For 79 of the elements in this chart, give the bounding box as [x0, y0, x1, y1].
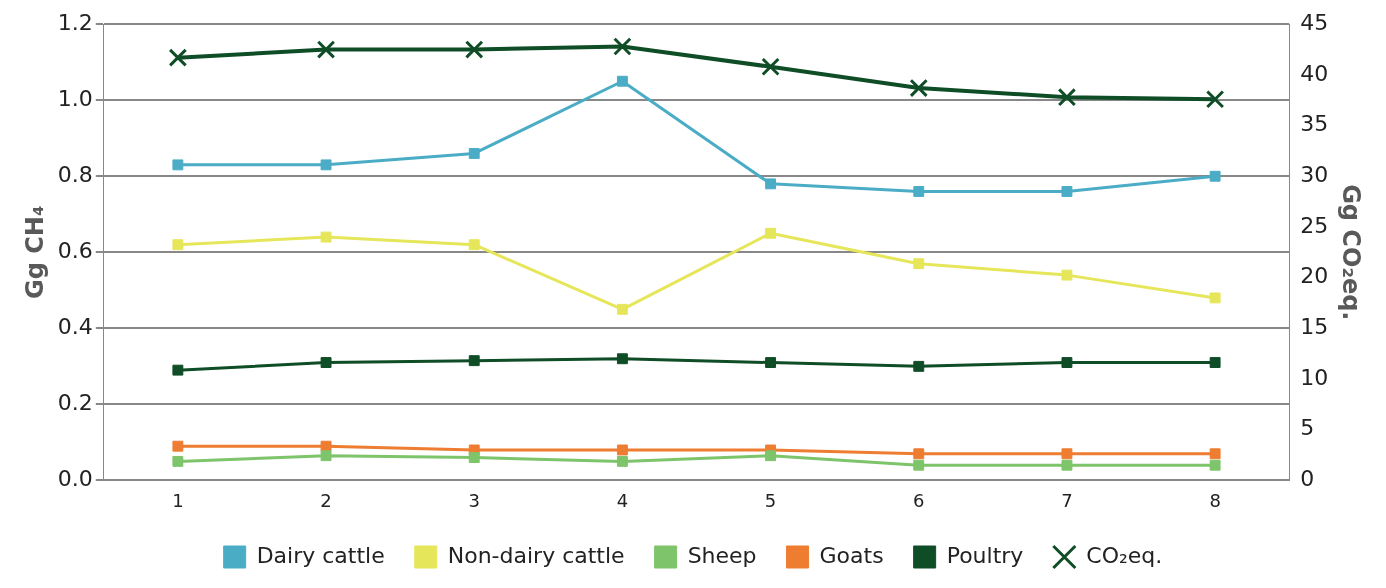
x-tick-label: 2	[320, 489, 332, 511]
point	[616, 455, 628, 467]
y-tick-label: 1.2	[57, 9, 93, 35]
point	[468, 239, 480, 251]
y2-tick-label: 30	[1300, 161, 1329, 187]
point	[1205, 89, 1225, 109]
point	[320, 231, 332, 243]
legend-label: CO₂eq.	[1086, 542, 1163, 568]
point	[1209, 170, 1221, 182]
point	[172, 455, 184, 467]
point	[1061, 269, 1073, 281]
point	[468, 355, 480, 367]
point	[1061, 448, 1073, 460]
point	[616, 75, 628, 87]
point	[172, 440, 184, 452]
y2-tick-label: 25	[1300, 212, 1329, 238]
point	[464, 40, 484, 59]
x-tick-label: 5	[764, 489, 777, 511]
point	[316, 40, 336, 59]
y-tick-label: 0.2	[57, 390, 93, 416]
y2-tick-label: 0	[1300, 466, 1315, 492]
point	[320, 357, 332, 368]
y2-tick-label: 15	[1300, 314, 1329, 340]
x-tick-label: 4	[616, 489, 629, 511]
y-tick-label: 0.6	[57, 238, 93, 264]
legend-label: Poultry	[946, 542, 1024, 568]
legend-label: Goats	[819, 542, 884, 568]
point	[1209, 459, 1221, 471]
y2-tick-label: 40	[1300, 60, 1329, 86]
point	[765, 178, 777, 190]
point	[913, 258, 925, 270]
y-tick-label: 0.0	[57, 466, 93, 492]
legend-label: Dairy cattle	[256, 542, 385, 568]
point	[765, 227, 777, 239]
x-tick-label: 8	[1209, 489, 1221, 511]
y-axis-title: Gg CH₄	[20, 205, 49, 300]
y2-axis-title: Gg CO₂eq.	[1337, 184, 1366, 321]
y-tick-label: 1.0	[57, 85, 93, 111]
legend-label: Non-dairy cattle	[447, 542, 625, 568]
y2-tick-label: 10	[1300, 364, 1329, 390]
point	[1061, 186, 1073, 197]
point	[616, 353, 628, 365]
point	[1209, 292, 1221, 304]
point	[172, 239, 184, 251]
point	[765, 450, 777, 462]
point	[1209, 357, 1221, 368]
y2-tick-label: 35	[1300, 111, 1329, 137]
y2-tick-label: 5	[1300, 415, 1315, 441]
point	[172, 364, 184, 376]
point	[761, 57, 780, 77]
point	[913, 459, 925, 471]
point	[468, 148, 480, 159]
point	[616, 444, 628, 456]
point	[913, 186, 925, 197]
point	[1057, 87, 1077, 107]
point	[913, 360, 925, 372]
x-tick-label: 1	[172, 489, 184, 511]
point	[616, 303, 628, 315]
point	[613, 37, 632, 56]
y2-tick-label: 20	[1300, 263, 1329, 289]
point	[1209, 448, 1221, 460]
y-tick-label: 0.8	[57, 161, 93, 187]
point	[320, 440, 332, 452]
x-tick-label: 6	[913, 489, 925, 511]
y-tick-label: 0.4	[57, 314, 93, 340]
legend-label: Sheep	[687, 542, 757, 568]
point	[168, 48, 188, 67]
y2-tick-label: 45	[1300, 9, 1329, 35]
point	[1061, 459, 1073, 471]
point	[320, 450, 332, 462]
x-tick-label: 7	[1061, 489, 1073, 511]
point	[172, 159, 184, 171]
x-tick-label: 3	[468, 489, 480, 511]
point	[765, 357, 777, 368]
point	[320, 159, 332, 171]
point	[468, 452, 480, 464]
point	[913, 448, 925, 460]
point	[1061, 357, 1073, 368]
point	[909, 78, 929, 98]
